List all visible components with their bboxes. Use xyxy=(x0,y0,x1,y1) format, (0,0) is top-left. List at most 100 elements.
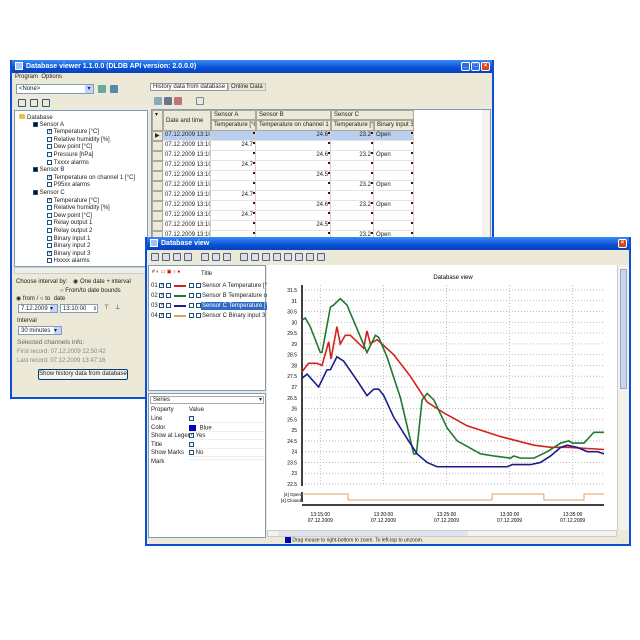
tree-item[interactable]: Temperature on channel 1 [°C] xyxy=(47,174,135,181)
checkbox[interactable] xyxy=(47,220,52,226)
checkbox[interactable] xyxy=(195,303,201,308)
checkbox[interactable] xyxy=(166,313,172,318)
binary-series-line[interactable] xyxy=(302,493,604,501)
table-row[interactable]: 07.12.2009 13:10:2424.7 xyxy=(152,191,414,201)
visible-checkbox[interactable] xyxy=(159,303,165,308)
row-selector[interactable] xyxy=(152,151,163,161)
checkbox[interactable] xyxy=(47,250,52,256)
pointer-icon[interactable] xyxy=(240,253,248,261)
zoom-out-icon[interactable] xyxy=(284,253,292,261)
close-button[interactable]: × xyxy=(618,239,627,248)
checkbox[interactable] xyxy=(189,313,195,318)
align-bottom-icon[interactable]: ⊥ xyxy=(115,305,121,311)
column-header-date[interactable]: Date and time xyxy=(163,110,211,131)
tree-item[interactable]: Relative humidity [%] xyxy=(47,205,110,211)
close-button[interactable]: × xyxy=(481,62,490,71)
property-value[interactable] xyxy=(189,441,265,449)
paste-icon[interactable] xyxy=(262,253,270,261)
line-icon[interactable] xyxy=(212,253,220,261)
table-row[interactable]: 07.12.2009 13:10:41 24.5 xyxy=(152,221,414,231)
zoom-fit-icon[interactable] xyxy=(295,253,303,261)
interval-select[interactable]: 30 minutes ▾ xyxy=(18,326,62,335)
table-row[interactable]: 07.12.2009 13:10:3424.7 xyxy=(152,211,414,221)
tree-item[interactable]: Binary input 2 xyxy=(47,243,90,249)
column-header[interactable]: Temperature [°C] xyxy=(331,120,374,131)
show-history-button[interactable]: Show history data from database xyxy=(38,369,128,380)
edit-icon[interactable] xyxy=(251,253,259,261)
pan-icon[interactable] xyxy=(317,253,325,261)
row-selector[interactable] xyxy=(152,201,163,211)
radio-from[interactable]: from xyxy=(22,296,35,302)
series-line[interactable] xyxy=(301,326,605,451)
column-group-header[interactable]: Sensor A xyxy=(211,110,256,120)
copy-icon[interactable] xyxy=(151,253,159,261)
history-table[interactable]: ▾ Date and time Sensor A Sensor B Sensor C Te… xyxy=(151,109,491,238)
export-icon[interactable] xyxy=(174,97,182,105)
legend-row[interactable]: 03 Sensor C Temperature [°C] xyxy=(151,302,275,310)
properties-select[interactable]: Series ▾ xyxy=(150,396,264,404)
checkbox[interactable] xyxy=(47,129,52,135)
properties-icon[interactable] xyxy=(201,253,209,261)
checkbox[interactable] xyxy=(189,450,194,455)
tree-item[interactable]: P95xx alarms xyxy=(47,182,90,188)
tree-item[interactable]: Relative humidity [%] xyxy=(47,136,110,143)
property-value[interactable] xyxy=(189,458,265,460)
property-value[interactable]: Blue xyxy=(189,424,265,433)
zoom-icon[interactable] xyxy=(154,97,162,105)
checkbox[interactable] xyxy=(189,293,195,298)
checkbox[interactable] xyxy=(47,243,52,249)
tree-item[interactable]: Dew point [°C] xyxy=(47,212,92,219)
property-value[interactable]: No xyxy=(189,450,265,458)
tree-item[interactable]: Dew point [°C] xyxy=(47,144,92,150)
row-selector[interactable] xyxy=(152,231,163,237)
minimize-button[interactable]: _ xyxy=(461,62,470,71)
column-header[interactable]: Binary input 3 xyxy=(374,120,414,131)
table-row[interactable]: 07.12.2009 13:10:0424.7 xyxy=(152,141,414,151)
row-selector[interactable] xyxy=(152,141,163,151)
tree-item[interactable]: Relay output 1 xyxy=(47,220,92,226)
checkbox[interactable] xyxy=(166,303,172,308)
column-group-header[interactable]: Sensor C xyxy=(331,110,414,120)
collapse-icon[interactable] xyxy=(42,99,50,107)
tab-online[interactable]: Online Data xyxy=(228,83,266,91)
checkbox[interactable] xyxy=(195,313,201,318)
row-selector[interactable] xyxy=(152,161,163,171)
checkbox[interactable] xyxy=(47,205,52,211)
checkbox[interactable] xyxy=(47,197,52,203)
table-row[interactable]: 07.12.2009 13:10:1424.7 xyxy=(152,161,414,171)
tree-item[interactable]: Database xyxy=(19,114,53,121)
checkbox[interactable] xyxy=(47,144,52,150)
time-stepper[interactable]: 13:10:00 ⇕ xyxy=(60,304,98,313)
menu-options[interactable]: Options xyxy=(41,74,63,80)
tree-item[interactable]: Binary input 1 xyxy=(47,235,90,242)
checkbox[interactable] xyxy=(195,283,201,288)
checkbox[interactable] xyxy=(166,293,172,298)
legend-row[interactable]: 02 Sensor B Temperature on ch xyxy=(151,293,278,299)
zoom-reset-icon[interactable] xyxy=(306,253,314,261)
chart[interactable]: Database view 31.5 31 30.5 30 29.5 29 28.5 28 27.… xyxy=(267,265,617,530)
legend-icon[interactable] xyxy=(223,253,231,261)
settings-icon[interactable] xyxy=(196,97,204,105)
delete-icon[interactable] xyxy=(162,253,170,261)
menu-program[interactable]: Program xyxy=(15,74,39,80)
tree-item[interactable]: Sensor B xyxy=(33,167,64,173)
checkbox[interactable] xyxy=(47,152,52,157)
column-group-header[interactable]: Sensor B xyxy=(256,110,331,120)
refresh-icon[interactable] xyxy=(18,99,26,107)
tree-item[interactable]: Temperature [°C] xyxy=(47,129,99,135)
checkbox[interactable] xyxy=(47,182,52,188)
series-line[interactable] xyxy=(301,297,604,459)
tree-item[interactable]: Sensor C xyxy=(33,190,65,196)
checkbox[interactable] xyxy=(189,303,195,308)
chart-hscrollbar[interactable] xyxy=(267,530,617,537)
visible-checkbox[interactable] xyxy=(159,313,165,318)
checkbox[interactable] xyxy=(33,190,38,195)
checkbox[interactable] xyxy=(189,433,194,438)
tree-item[interactable]: Relay output 2 xyxy=(47,228,92,234)
print-icon[interactable] xyxy=(173,253,181,261)
ellipsis-button[interactable] xyxy=(189,416,194,421)
